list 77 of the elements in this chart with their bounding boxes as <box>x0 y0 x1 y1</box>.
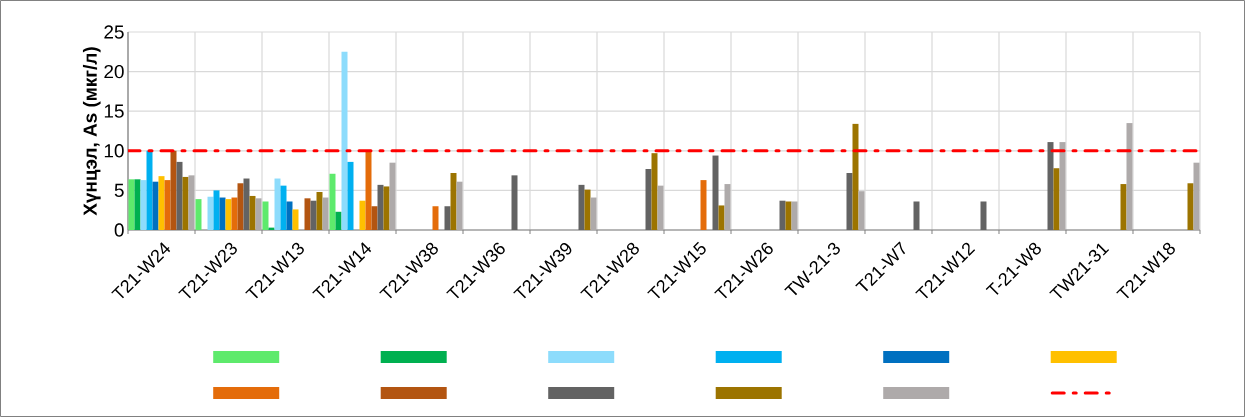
bar <box>779 200 786 230</box>
bar <box>700 180 707 230</box>
bar <box>1047 142 1054 230</box>
bar <box>213 190 220 230</box>
bar <box>286 201 293 230</box>
bar <box>371 206 378 230</box>
bar <box>347 161 354 230</box>
bar <box>176 161 183 230</box>
bar <box>329 173 336 230</box>
bar <box>207 196 214 230</box>
bar <box>389 162 396 230</box>
bar <box>304 198 311 230</box>
bar <box>335 211 342 230</box>
bar <box>584 189 591 230</box>
bar <box>852 123 859 230</box>
bar <box>146 150 153 230</box>
bar <box>219 197 226 230</box>
bar <box>1059 142 1066 230</box>
bar <box>255 198 262 230</box>
bar <box>657 185 664 230</box>
bar <box>231 197 238 230</box>
bar <box>322 197 329 230</box>
bar <box>791 201 798 230</box>
bar <box>310 200 317 230</box>
bar <box>578 184 585 230</box>
bar <box>724 184 731 230</box>
bar <box>858 191 865 230</box>
y-tick-label: 25 <box>104 25 124 39</box>
bar <box>274 178 281 230</box>
bar <box>341 51 348 230</box>
bar <box>1053 168 1060 230</box>
bar <box>243 178 250 230</box>
bar <box>280 185 287 230</box>
bar <box>511 175 518 230</box>
bar <box>712 155 719 230</box>
bar <box>1193 162 1200 230</box>
bar <box>645 169 652 230</box>
y-tick-label: 15 <box>104 104 124 118</box>
bar <box>158 176 165 230</box>
bar <box>316 191 323 230</box>
bar <box>128 179 135 230</box>
bar <box>718 205 725 230</box>
bar <box>182 176 189 230</box>
bar <box>134 179 141 230</box>
bar <box>225 199 232 230</box>
bar <box>444 206 451 230</box>
bar <box>913 201 920 230</box>
y-tick-label: 5 <box>114 183 124 198</box>
bar <box>164 180 171 230</box>
bar <box>365 150 372 230</box>
bar <box>377 184 384 230</box>
bar <box>195 199 202 230</box>
bar <box>359 200 366 230</box>
bar <box>846 172 853 230</box>
bar <box>785 201 792 230</box>
y-tick-label: 10 <box>104 144 124 158</box>
bar <box>456 181 463 230</box>
bar <box>249 195 256 230</box>
bar <box>152 181 159 230</box>
bar <box>237 183 244 230</box>
bar <box>170 150 177 230</box>
bar <box>262 201 269 230</box>
bar <box>1187 183 1194 230</box>
y-tick-label: 0 <box>114 223 124 237</box>
bar <box>651 153 658 230</box>
y-tick-label: 20 <box>104 64 124 79</box>
bar <box>140 180 147 230</box>
bar <box>383 186 390 230</box>
bar <box>1126 123 1133 230</box>
bar <box>450 172 457 230</box>
bar <box>188 175 195 230</box>
bar <box>1120 184 1127 230</box>
bar <box>980 201 987 230</box>
bar <box>590 197 597 230</box>
y-axis-title: Хүнцэл, As (мкг/л) <box>82 47 101 216</box>
bar <box>292 209 299 230</box>
bar <box>432 206 439 230</box>
